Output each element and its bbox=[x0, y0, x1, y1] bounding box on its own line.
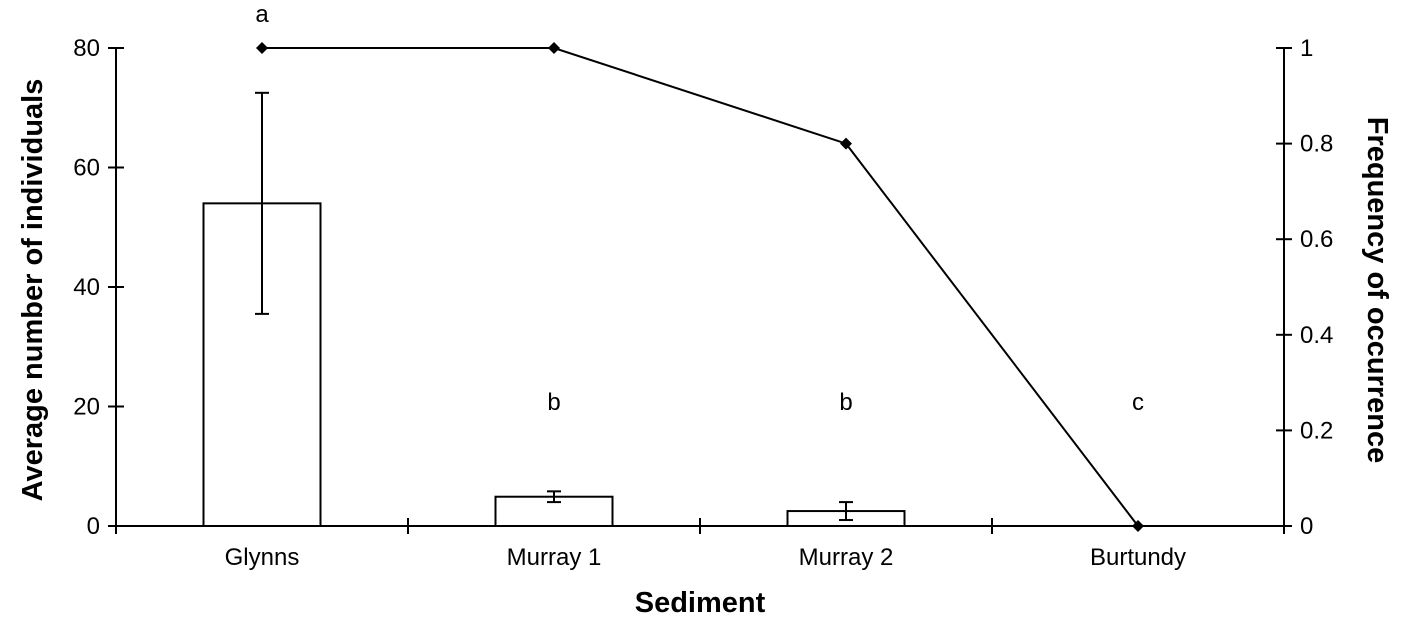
left-tick-label: 60 bbox=[73, 155, 100, 182]
category-label: Murray 1 bbox=[507, 544, 602, 571]
diamond-marker bbox=[256, 42, 268, 54]
left-tick-label: 80 bbox=[73, 35, 100, 62]
right-tick-label: 0.4 bbox=[1300, 322, 1333, 349]
significance-letter: c bbox=[1132, 389, 1144, 416]
category-label: Murray 2 bbox=[799, 544, 894, 571]
right-tick-label: 0.2 bbox=[1300, 417, 1333, 444]
frequency-line bbox=[262, 47, 1139, 527]
left-tick-label: 40 bbox=[73, 274, 100, 301]
right-axis-title: Frequency of occurrence bbox=[1361, 117, 1393, 464]
right-tick-label: 0.6 bbox=[1300, 226, 1333, 253]
left-axis-title: Average number of individuals bbox=[17, 79, 49, 502]
right-tick-label: 0 bbox=[1300, 513, 1313, 540]
diamond-marker bbox=[840, 137, 852, 150]
left-tick-label: 0 bbox=[87, 513, 100, 540]
diamond-marker bbox=[1132, 520, 1144, 532]
category-label: Burtundy bbox=[1090, 544, 1186, 571]
category-label: Glynns bbox=[225, 544, 300, 571]
diamond-marker bbox=[548, 42, 560, 54]
right-tick-label: 1 bbox=[1300, 35, 1313, 62]
significance-letter: b bbox=[839, 389, 852, 416]
significance-letter: a bbox=[255, 1, 269, 28]
left-tick-label: 20 bbox=[73, 394, 100, 421]
significance-letter: b bbox=[547, 389, 560, 416]
right-tick-label: 0.8 bbox=[1300, 131, 1333, 158]
x-axis-title: Sediment bbox=[635, 587, 766, 619]
